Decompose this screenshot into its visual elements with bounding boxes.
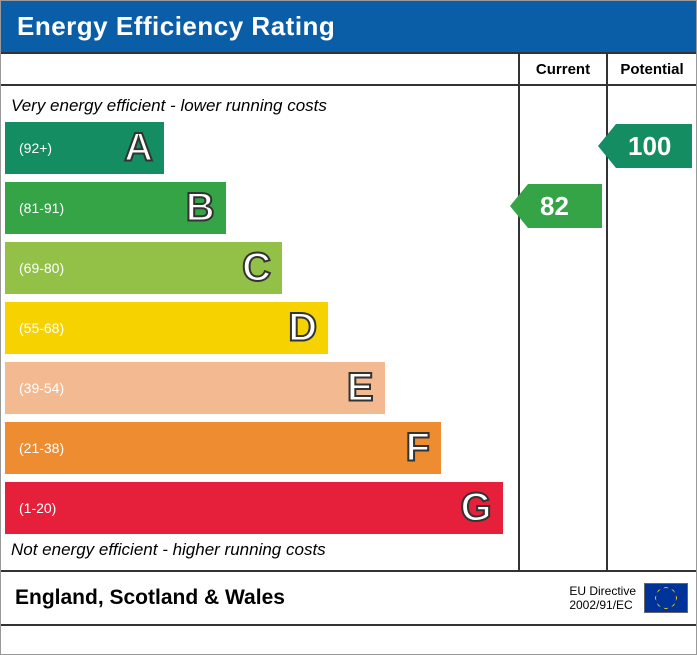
band-letter: B — [186, 186, 216, 231]
band-range: (39-54) — [5, 380, 64, 396]
band-range: (81-91) — [5, 200, 64, 216]
band-letter: E — [347, 366, 375, 411]
footer-right: EU Directive 2002/91/EC — [520, 572, 696, 624]
badge-arrow-icon — [510, 184, 528, 228]
badge-value: 82 — [540, 191, 569, 222]
band-range: (1-20) — [5, 500, 56, 516]
band-range: (21-38) — [5, 440, 64, 456]
badge-arrow-icon — [598, 124, 616, 168]
current-header: Current — [520, 54, 606, 86]
directive-line2: 2002/91/EC — [569, 598, 636, 612]
band-range: (55-68) — [5, 320, 64, 336]
help-text-bottom: Not energy efficient - higher running co… — [1, 534, 518, 564]
band-bar-b: (81-91) B — [5, 182, 226, 234]
band-bar-f: (21-38) F — [5, 422, 441, 474]
band-range: (92+) — [5, 140, 52, 156]
band-range: (69-80) — [5, 260, 64, 276]
title: Energy Efficiency Rating — [1, 1, 696, 52]
epc-chart: Energy Efficiency Rating Very energy eff… — [0, 0, 697, 655]
badge-value: 100 — [628, 131, 671, 162]
band-letter: A — [124, 126, 154, 171]
potential-header: Potential — [608, 54, 696, 86]
potential-badge: 100 — [616, 124, 692, 168]
footer: England, Scotland & Wales EU Directive 2… — [1, 570, 696, 626]
bands-column: Very energy efficient - lower running co… — [1, 54, 520, 570]
footer-region: England, Scotland & Wales — [1, 572, 520, 624]
directive-line1: EU Directive — [569, 584, 636, 598]
bars-list: (92+) A (81-91) B (69-80) C (55-68) D (39-54) E (2… — [1, 122, 518, 534]
current-column: Current 82 — [520, 54, 608, 570]
main-grid: Very energy efficient - lower running co… — [1, 52, 696, 570]
band-letter: C — [242, 246, 272, 291]
eu-flag-icon — [644, 583, 688, 613]
band-letter: D — [288, 306, 318, 351]
band-bar-c: (69-80) C — [5, 242, 282, 294]
eu-directive-text: EU Directive 2002/91/EC — [569, 584, 636, 613]
help-text-top: Very energy efficient - lower running co… — [1, 92, 518, 122]
bands-header-blank — [1, 54, 518, 86]
current-badge: 82 — [528, 184, 602, 228]
band-letter: G — [460, 486, 492, 531]
band-letter: F — [406, 426, 431, 471]
chart-body: Very energy efficient - lower running co… — [1, 86, 518, 570]
potential-column: Potential 100 — [608, 54, 696, 570]
band-bar-a: (92+) A — [5, 122, 164, 174]
band-bar-g: (1-20) G — [5, 482, 503, 534]
band-bar-d: (55-68) D — [5, 302, 328, 354]
band-bar-e: (39-54) E — [5, 362, 385, 414]
